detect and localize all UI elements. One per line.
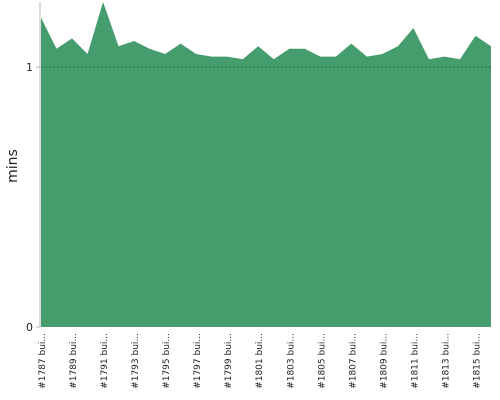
x-tick-label: #1793 bui... xyxy=(131,333,141,389)
x-tick-label: #1807 bui... xyxy=(348,333,358,389)
x-tick-label: #1799 bui... xyxy=(224,333,234,389)
x-tick-label: #1787 bui... xyxy=(38,333,48,389)
area xyxy=(41,2,491,327)
x-tick-label: #1805 bui... xyxy=(317,333,327,389)
x-tick-label: #1789 bui... xyxy=(69,333,79,389)
y-tick-label: 1 xyxy=(26,61,33,74)
x-tick-label: #1815 bui... xyxy=(472,333,482,389)
x-tick-label: #1801 bui... xyxy=(255,333,265,389)
x-tick-label: #1803 bui... xyxy=(286,333,296,389)
x-tick-label: #1797 bui... xyxy=(193,333,203,389)
x-tick-label: #1811 bui... xyxy=(410,333,420,389)
x-tick-label: #1791 bui... xyxy=(100,333,110,389)
x-tick-label: #1813 bui... xyxy=(441,333,451,389)
x-tick-label: #1809 bui... xyxy=(379,333,389,389)
y-tick-label: 0 xyxy=(26,321,33,334)
y-axis-label: mins xyxy=(5,149,21,183)
x-tick-label: #1795 bui... xyxy=(162,333,172,389)
